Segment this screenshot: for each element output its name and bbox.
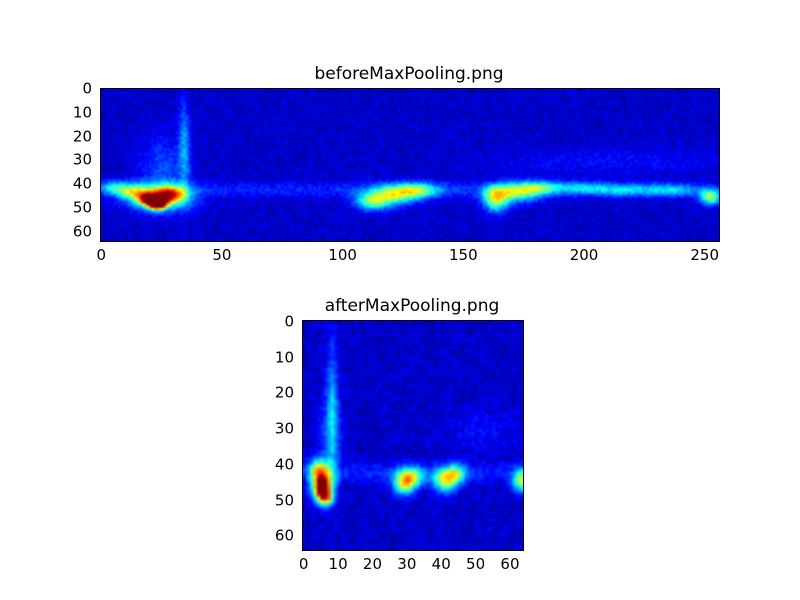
- y-tick-label: 50: [274, 491, 294, 510]
- y-tick-label: 20: [274, 383, 294, 402]
- x-tick-label: 50: [212, 246, 232, 264]
- x-tick-label: 60: [500, 555, 520, 573]
- heatmap-after: [303, 321, 523, 550]
- x-axis-before: 0 50 100 150 200 250: [96, 244, 720, 266]
- x-tick-label: 40: [431, 555, 451, 573]
- x-tick-label: 0: [96, 246, 107, 264]
- y-tick-label: 0: [82, 79, 92, 98]
- y-tick-label: 30: [72, 150, 92, 169]
- y-tick-label: 40: [72, 174, 92, 193]
- y-tick-label: 30: [274, 419, 294, 438]
- x-tick-label: 200: [569, 246, 599, 264]
- y-tick-label: 10: [274, 348, 294, 367]
- y-tick-label: 50: [72, 198, 92, 217]
- x-tick-label: 50: [466, 555, 486, 573]
- x-tick-label: 10: [328, 555, 348, 573]
- axes-after: [302, 320, 524, 551]
- axes-before: [100, 88, 720, 242]
- x-axis-after: 0 10 20 30 40 50 60: [298, 553, 522, 575]
- y-tick-label: 0: [284, 312, 294, 331]
- x-tick-label: 100: [328, 246, 357, 264]
- y-axis-after: 0 10 20 30 40 50 60: [258, 314, 294, 549]
- x-tick-label: 150: [448, 246, 478, 264]
- x-tick-label: 250: [690, 246, 720, 264]
- x-tick-label: 20: [362, 555, 382, 573]
- y-tick-label: 20: [72, 127, 92, 146]
- heatmap-before: [101, 89, 719, 241]
- y-tick-label: 40: [274, 455, 294, 474]
- y-tick-label: 60: [274, 526, 294, 545]
- plot-title-after: afterMaxPooling.png: [324, 296, 500, 316]
- y-tick-label: 10: [72, 103, 92, 122]
- plot-title-before: beforeMaxPooling.png: [314, 64, 504, 84]
- y-tick-label: 60: [72, 222, 92, 241]
- x-tick-label: 0: [298, 555, 309, 573]
- y-axis-before: 0 10 20 30 40 50 60: [56, 81, 92, 241]
- x-tick-label: 30: [397, 555, 417, 573]
